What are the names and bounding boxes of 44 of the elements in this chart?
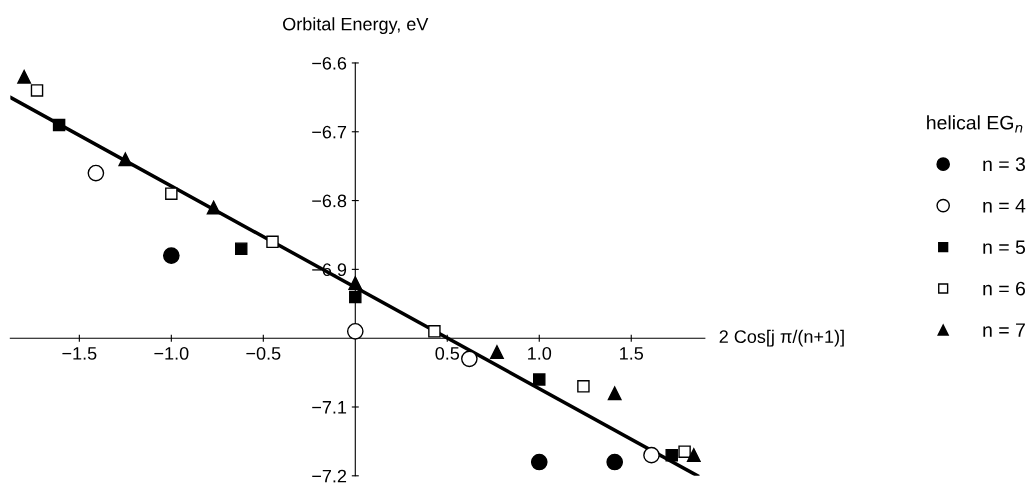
legend-label: n = 6 bbox=[983, 281, 1025, 296]
x-tick-label: −1.0 bbox=[154, 346, 189, 360]
point bbox=[606, 453, 624, 471]
point bbox=[52, 118, 66, 132]
point bbox=[577, 380, 590, 393]
point bbox=[234, 242, 248, 255]
point bbox=[206, 200, 221, 215]
point bbox=[349, 290, 362, 304]
point bbox=[87, 164, 105, 182]
point bbox=[165, 187, 178, 200]
y-tick-label: −7.2 bbox=[312, 469, 347, 483]
y-tick-label: −6.8 bbox=[312, 194, 347, 208]
point bbox=[686, 448, 701, 463]
point bbox=[678, 445, 691, 458]
point bbox=[490, 345, 504, 359]
x-tick-label: −1.5 bbox=[62, 347, 97, 360]
point bbox=[162, 247, 180, 264]
point bbox=[17, 69, 32, 84]
x-tick-label: 1.0 bbox=[528, 346, 552, 360]
point bbox=[607, 386, 622, 401]
x-tick-label: 0.5 bbox=[435, 346, 460, 360]
point bbox=[665, 448, 678, 462]
legend-label: n = 7 bbox=[983, 323, 1025, 337]
point bbox=[643, 446, 660, 464]
point bbox=[533, 373, 546, 386]
y-tick-label: −6.7 bbox=[312, 125, 347, 139]
x-tick-label: 1.5 bbox=[620, 347, 644, 360]
point bbox=[266, 235, 279, 249]
y-tick-label: −6.6 bbox=[312, 56, 347, 70]
legend-title: helical EG$_{n}$ bbox=[927, 115, 1023, 133]
point bbox=[428, 325, 441, 338]
y-axis-title: Orbital Energy, eV bbox=[283, 17, 429, 35]
point bbox=[118, 152, 133, 167]
legend-label: n = 4 bbox=[983, 199, 1026, 213]
legend-label: n = 5 bbox=[983, 240, 1026, 255]
x-axis-title: 2 Cos[j π/(n+1)] bbox=[719, 329, 844, 347]
point bbox=[461, 350, 478, 368]
legend-label: n = 3 bbox=[983, 157, 1025, 172]
point bbox=[346, 322, 364, 340]
point bbox=[348, 276, 363, 291]
point bbox=[30, 84, 44, 97]
x-tick-label: −0.5 bbox=[246, 346, 281, 360]
y-tick-label: −7.1 bbox=[312, 401, 347, 414]
point bbox=[530, 453, 548, 471]
